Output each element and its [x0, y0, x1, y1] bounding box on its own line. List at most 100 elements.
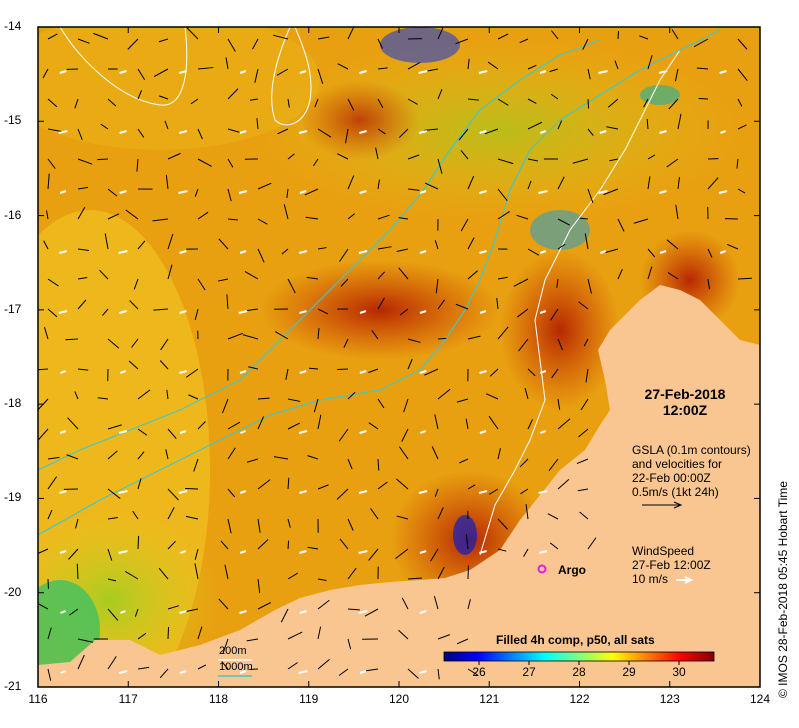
- wind-vector: [479, 430, 487, 434]
- current-vector: [227, 218, 239, 221]
- current-vector: [74, 391, 79, 400]
- current-vector: [307, 546, 319, 550]
- current-vector: [527, 248, 540, 256]
- wind-vector: [239, 250, 247, 254]
- current-vector: [77, 299, 87, 310]
- current-vector: [194, 308, 199, 320]
- current-vector: [398, 629, 409, 640]
- colorbar-tick-label: 28: [572, 665, 586, 679]
- current-vector: [587, 537, 597, 550]
- wind-vector: [60, 670, 66, 674]
- current-vector: [517, 308, 529, 318]
- current-vector: [497, 158, 514, 165]
- current-vector: [693, 38, 709, 48]
- current-vector: [587, 188, 594, 204]
- current-vector: [104, 233, 109, 250]
- current-vector: [398, 217, 409, 220]
- lat-tick-label: -14: [4, 19, 22, 33]
- wind-vector: [58, 130, 68, 134]
- current-vector: [137, 632, 147, 640]
- current-vector: [401, 428, 409, 442]
- current-vector: [666, 158, 679, 168]
- current-vector: [43, 327, 49, 340]
- current-vector: [306, 276, 319, 280]
- current-vector: [287, 422, 301, 430]
- current-vector: [668, 98, 679, 110]
- current-vector: [437, 158, 443, 174]
- current-vector: [137, 478, 142, 490]
- current-vector: [467, 237, 475, 250]
- current-vector: [407, 154, 420, 160]
- current-vector: [47, 627, 52, 640]
- current-vector: [257, 578, 261, 593]
- current-vector: [107, 608, 119, 621]
- current-vector: [167, 507, 175, 520]
- wind-vector: [239, 370, 247, 374]
- current-vector: [395, 478, 409, 490]
- current-vector: [193, 458, 199, 472]
- current-vector: [399, 308, 409, 316]
- current-vector: [47, 476, 58, 490]
- current-vector: [639, 35, 649, 40]
- current-vector: [47, 308, 58, 318]
- current-vector: [338, 668, 349, 676]
- current-vector: [377, 271, 385, 280]
- current-vector: [459, 458, 469, 464]
- wind-vector: [299, 550, 307, 554]
- current-vector: [460, 149, 469, 160]
- current-vector: [377, 297, 385, 310]
- current-vector: [557, 398, 561, 410]
- current-vector: [186, 27, 199, 40]
- wind-line2: 27-Feb 12:00Z: [632, 558, 711, 572]
- current-vector: [137, 666, 150, 670]
- map-time: 12:00Z: [662, 402, 708, 418]
- map-date-title: 27-Feb-2018 12:00Z: [630, 386, 740, 418]
- current-vector: [317, 308, 329, 315]
- gsla-line1: GSLA (0.1m contours): [632, 443, 751, 457]
- current-vector: [165, 449, 169, 460]
- current-vector: [221, 661, 229, 670]
- current-vector: [550, 93, 559, 100]
- current-vector: [497, 188, 508, 202]
- lon-tick-label: 124: [749, 692, 771, 706]
- current-vector: [467, 58, 470, 70]
- lon-tick-label: 117: [118, 692, 138, 706]
- current-vector: [587, 98, 590, 109]
- current-vector: [577, 488, 589, 492]
- current-vector: [227, 488, 236, 498]
- wind-vector: [358, 250, 368, 254]
- current-vector: [137, 428, 148, 436]
- current-vector: [523, 548, 529, 557]
- current-vector: [667, 272, 679, 280]
- wind-vector: [299, 70, 307, 74]
- colorbar-title: Filled 4h comp, p50, all sats: [496, 633, 655, 647]
- wind-vector: [178, 190, 188, 194]
- current-vector: [314, 98, 319, 108]
- current-vector: [737, 188, 746, 194]
- current-vector: [368, 548, 379, 561]
- wind-vector: [118, 250, 128, 254]
- wind-vector: [298, 130, 308, 134]
- current-vector: [340, 278, 349, 287]
- current-vector: [551, 30, 559, 40]
- current-vector: [77, 158, 93, 165]
- current-vector: [249, 98, 259, 101]
- current-vector: [497, 210, 510, 220]
- wind-vector: [119, 370, 127, 374]
- current-vector: [107, 548, 113, 561]
- current-vector: [557, 478, 570, 490]
- current-vector: [69, 608, 79, 616]
- current-vector: [617, 30, 620, 40]
- lat-tick-label: -17: [4, 301, 22, 316]
- wind-vector: [479, 550, 487, 554]
- current-vector: [132, 510, 139, 520]
- current-vector: [579, 511, 589, 520]
- current-vector: [42, 68, 49, 79]
- current-vector: [76, 563, 79, 580]
- gsla-line2: and velocities for: [632, 457, 723, 471]
- current-vector: [377, 398, 385, 409]
- wind-vector: [479, 190, 487, 194]
- current-vector: [47, 158, 56, 169]
- current-vector: [677, 113, 682, 130]
- wind-vector: [659, 130, 667, 134]
